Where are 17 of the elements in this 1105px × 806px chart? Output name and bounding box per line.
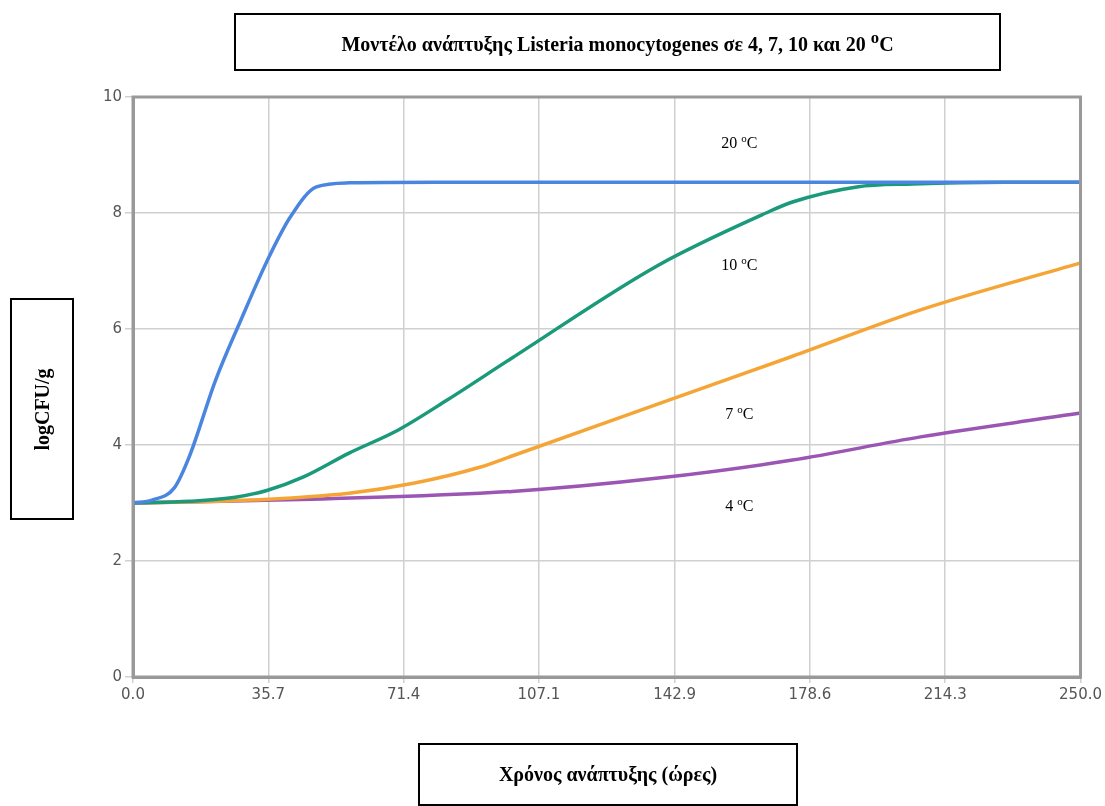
y-tick-label: 10 (102, 86, 122, 105)
x-tick-label: 142.9 (653, 684, 697, 703)
y-tick-label: 4 (112, 434, 122, 453)
y-tick-label: 6 (112, 318, 122, 337)
chart-title: Μοντέλο ανάπτυξης Listeria monocytogenes σε 4, 7, 10 και 20 $^{o}$C (341, 28, 894, 56)
y-axis-title: logCFU/g (30, 367, 54, 451)
x-tick-label: 71.4 (386, 684, 421, 703)
x-tick-label: 178.6 (788, 684, 832, 703)
x-tick-label: 35.7 (251, 684, 286, 703)
x-tick-label: 214.3 (923, 684, 967, 703)
x-tick-label: 0.0 (121, 684, 145, 703)
x-tick-label: 250.0 (1059, 684, 1103, 703)
x-tick-label: 107.1 (517, 684, 561, 703)
x-axis-title: Χρόνος ανάπτυξης (ώρες) (498, 763, 718, 786)
y-tick-label: 2 (112, 550, 122, 569)
y-tick-label: 0 (112, 666, 122, 685)
y-tick-label: 8 (112, 202, 122, 221)
